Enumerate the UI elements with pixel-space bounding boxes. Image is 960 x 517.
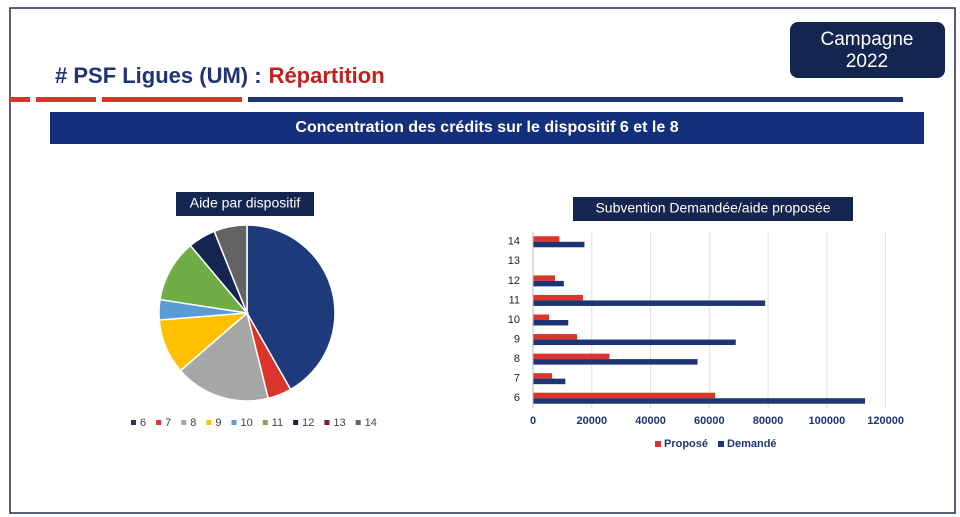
pie-slice	[179, 311, 270, 402]
y-tick-label: 10	[508, 314, 520, 326]
decor-stripes	[10, 97, 903, 102]
legend-label: 8	[190, 417, 196, 429]
pie-slice	[159, 244, 249, 315]
bar	[533, 241, 585, 248]
bar	[533, 353, 610, 360]
y-tick-label: 13	[508, 255, 520, 267]
chart-title-box	[176, 192, 314, 216]
bar	[533, 339, 736, 346]
bar	[533, 280, 564, 287]
bar	[533, 359, 698, 365]
bar	[533, 320, 569, 326]
legend-label: 12	[302, 417, 314, 429]
legend-label: Proposé	[664, 438, 708, 450]
bar	[533, 398, 866, 404]
x-tick-label: 0	[530, 415, 536, 427]
stripe	[36, 97, 96, 102]
legend-swatch	[718, 441, 725, 447]
bar	[533, 373, 553, 379]
stripe	[102, 97, 242, 102]
x-tick-label: 80000	[753, 415, 784, 427]
x-tick-label: 100000	[808, 415, 845, 427]
legend-label: Demandé	[727, 438, 777, 450]
chart-title: Subvention Demandée/aide proposée	[595, 200, 830, 216]
x-tick-label: 20000	[576, 415, 607, 427]
bar	[533, 314, 550, 320]
legend-swatch	[262, 420, 268, 425]
legend-label: 9	[215, 417, 221, 429]
legend-swatch	[131, 420, 136, 425]
legend-label: 13	[333, 417, 345, 429]
legend-swatch	[355, 420, 361, 425]
legend-label: 7	[165, 417, 171, 429]
slide-title: # PSF Ligues (UM) : Répartition	[55, 63, 385, 88]
y-tick-label: 9	[514, 333, 520, 345]
badge-line: 2022	[846, 51, 888, 72]
legend-label: 6	[140, 417, 146, 429]
y-tick-label: 11	[509, 294, 520, 306]
bar	[533, 334, 578, 340]
legend-swatch	[324, 420, 330, 425]
legend-swatch	[156, 420, 162, 425]
chart-title-box	[573, 197, 853, 221]
legend-swatch	[206, 420, 212, 425]
legend-label: 11	[272, 417, 283, 429]
y-tick-label: 6	[514, 392, 520, 404]
bar	[533, 300, 766, 306]
banner-text: Concentration des crédits sur le disposi…	[295, 119, 678, 136]
legend-label: 14	[365, 417, 377, 429]
x-tick-label: 40000	[635, 415, 666, 427]
pie-slice	[246, 224, 336, 391]
y-tick-label: 14	[508, 236, 520, 248]
bar	[533, 275, 556, 281]
pie-slice	[213, 224, 248, 314]
title-prefix: # PSF Ligues (UM) :	[55, 63, 262, 88]
y-tick-label: 7	[514, 373, 520, 385]
bar	[533, 236, 560, 242]
slide-frame	[9, 7, 956, 514]
stripe	[10, 97, 30, 102]
bar	[533, 392, 716, 399]
x-tick-label: 120000	[867, 415, 904, 427]
legend-swatch	[293, 420, 299, 425]
y-tick-label: 8	[514, 353, 520, 365]
x-tick-label: 60000	[694, 415, 725, 427]
legend-swatch	[655, 441, 661, 447]
stripe	[248, 97, 903, 102]
bar	[533, 378, 566, 385]
bar	[533, 294, 583, 301]
legend-swatch	[181, 420, 187, 425]
legend-label: 10	[241, 417, 253, 429]
legend-swatch	[231, 420, 237, 425]
badge	[790, 22, 945, 78]
banner	[50, 112, 924, 144]
y-tick-label: 12	[508, 275, 520, 287]
title-highlight: Répartition	[269, 63, 385, 88]
badge-line: Campagne	[821, 29, 914, 50]
chart-title: Aide par dispositif	[190, 195, 301, 211]
